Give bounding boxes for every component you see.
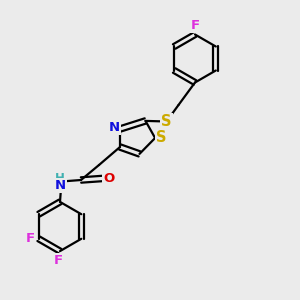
Text: S: S <box>161 114 172 129</box>
Text: S: S <box>157 130 167 146</box>
Text: H: H <box>55 172 65 185</box>
Text: F: F <box>190 19 200 32</box>
Text: N: N <box>54 178 66 192</box>
Text: O: O <box>103 172 114 185</box>
Text: F: F <box>26 232 35 245</box>
Text: F: F <box>54 254 63 267</box>
Text: N: N <box>108 121 120 134</box>
